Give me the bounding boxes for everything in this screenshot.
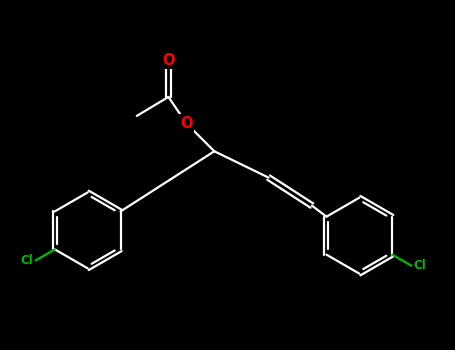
Text: O: O: [162, 52, 175, 68]
Text: Cl: Cl: [414, 259, 426, 272]
Text: Cl: Cl: [21, 254, 34, 267]
Text: O: O: [180, 116, 192, 131]
